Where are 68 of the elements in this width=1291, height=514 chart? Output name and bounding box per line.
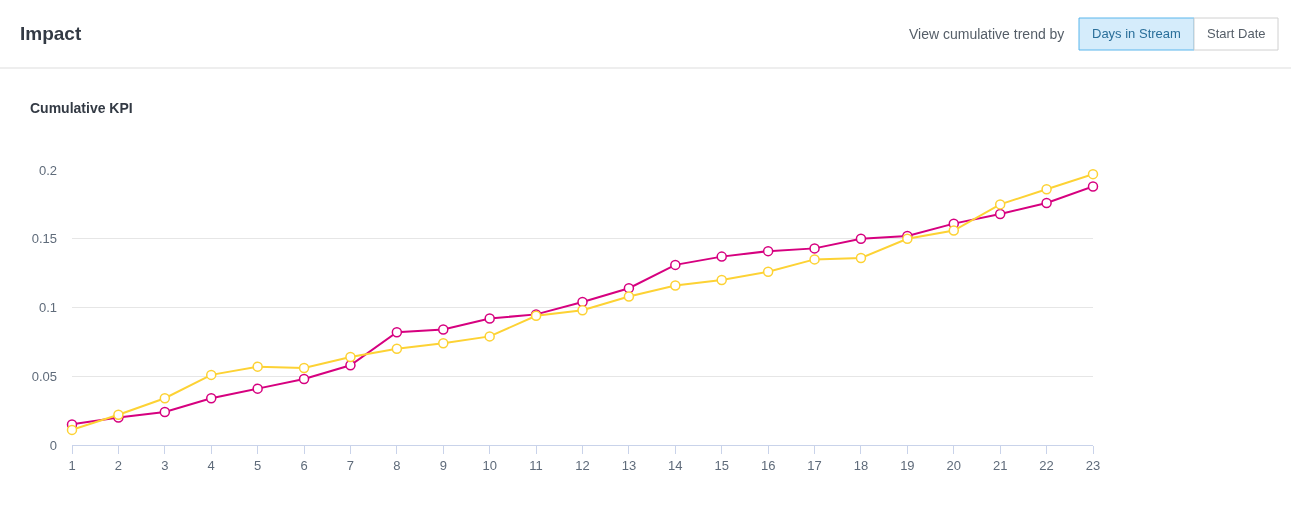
- point: [670, 280, 681, 291]
- point: [205, 393, 217, 404]
- point: [994, 208, 1006, 220]
- chart-subtitle: Cumulative KPI: [30, 100, 133, 116]
- point: [438, 324, 449, 335]
- point: [670, 259, 681, 271]
- point: [855, 233, 867, 244]
- point: [298, 362, 310, 374]
- x-tick-label: 10: [482, 457, 497, 473]
- x-tick-label: 9: [439, 457, 447, 473]
- y-tick-label: 0.2: [38, 162, 57, 178]
- point: [948, 225, 960, 236]
- text: Days in Stream: [1092, 26, 1181, 41]
- x-tick-label: 1: [68, 457, 76, 473]
- point: [1087, 168, 1099, 180]
- point: [1041, 197, 1052, 209]
- point: [762, 266, 774, 277]
- point: [1041, 184, 1052, 195]
- point: [345, 351, 356, 363]
- x-tick-label: 11: [529, 457, 543, 473]
- x-tick-label: 21: [992, 457, 1008, 473]
- y-tick-label: 0: [49, 437, 57, 453]
- point: [298, 373, 310, 385]
- x-tick-label: 13: [621, 457, 637, 473]
- x-tick-label: 18: [853, 457, 869, 473]
- x-tick-label: 7: [346, 457, 355, 473]
- x-tick-label: 5: [254, 457, 262, 473]
- x-tick-label: 2: [114, 457, 123, 473]
- x-tick-label: 4: [207, 457, 215, 473]
- point: [1087, 181, 1099, 192]
- x-tick-label: 16: [760, 457, 776, 473]
- x-tick-label: 14: [668, 457, 683, 473]
- point: [159, 393, 171, 404]
- point: [484, 331, 495, 342]
- x-tick-label: 20: [946, 457, 961, 473]
- point: [391, 343, 403, 354]
- text: View cumulative trend by: [909, 26, 1065, 42]
- point: [438, 338, 449, 349]
- x-tick-label: 12: [575, 457, 590, 473]
- point: [716, 251, 727, 262]
- point: [809, 243, 820, 254]
- point: [762, 245, 774, 257]
- point: [66, 424, 78, 436]
- x-tick-label: 23: [1085, 457, 1101, 473]
- x-tick-label: 17: [807, 457, 822, 473]
- point: [577, 305, 588, 316]
- y-tick-label: 0.15: [31, 231, 57, 247]
- x-tick-label: 6: [300, 457, 308, 473]
- x-tick-label: 19: [900, 457, 915, 473]
- x-tick-label: 8: [393, 457, 401, 473]
- point: [484, 313, 495, 324]
- text: Start Date: [1207, 26, 1266, 41]
- x-tick-label: 3: [161, 457, 169, 473]
- point: [391, 327, 403, 338]
- point: [994, 199, 1006, 210]
- point: [252, 383, 263, 394]
- x-tick-label: 15: [714, 457, 729, 473]
- chart-title: Impact: [20, 23, 82, 44]
- point: [159, 406, 171, 418]
- y-tick-label: 0.05: [31, 368, 57, 384]
- x-tick-label: 22: [1039, 457, 1054, 473]
- y-tick-label: 0.1: [38, 300, 57, 316]
- point: [252, 361, 263, 372]
- point: [809, 254, 820, 265]
- point: [716, 274, 727, 286]
- point: [205, 369, 217, 381]
- point: [855, 252, 867, 264]
- point: [623, 291, 635, 302]
